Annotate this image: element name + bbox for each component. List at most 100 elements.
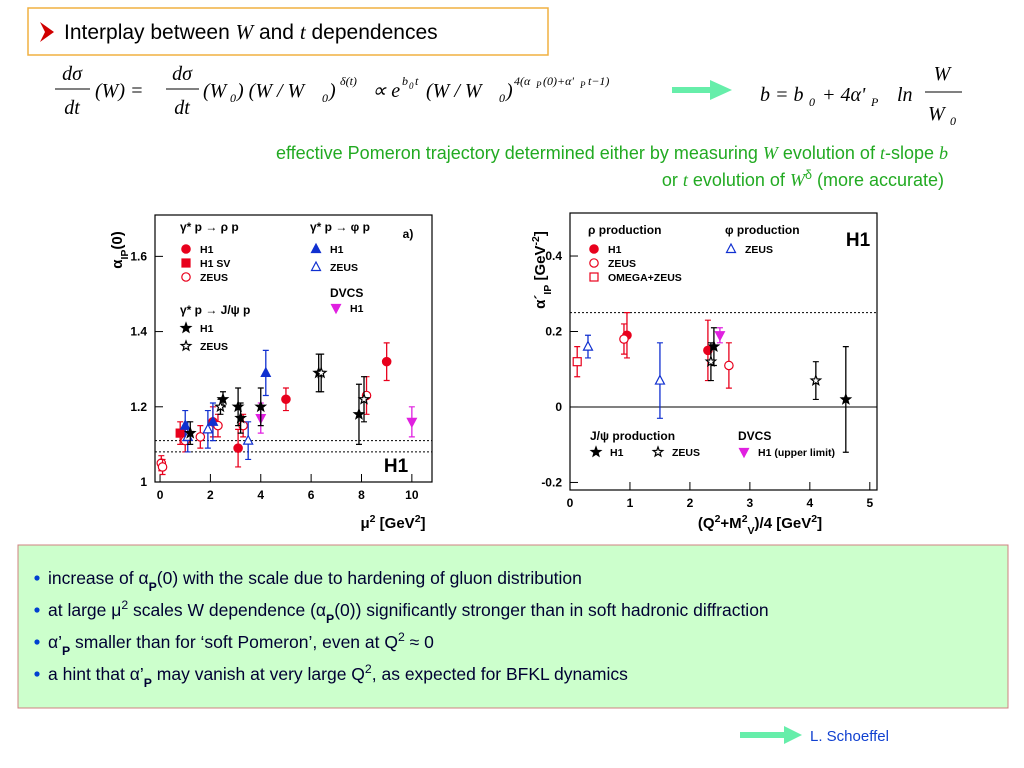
- error-cap: [707, 342, 714, 382]
- text-segment: W: [790, 170, 807, 190]
- error-cap: [318, 353, 325, 393]
- x-tick-label: 6: [308, 488, 315, 502]
- legend-label: ZEUS: [330, 262, 358, 274]
- formula-piece: t: [415, 74, 419, 88]
- legend-group-title: DVCS: [330, 286, 363, 300]
- big-label: H1: [846, 230, 871, 251]
- y-tick-label: 0: [555, 400, 562, 414]
- error-cap: [197, 424, 204, 449]
- text-segment: ]: [817, 515, 822, 532]
- text-segment: δ: [805, 168, 812, 182]
- error-cap: [656, 342, 663, 419]
- y-tick-label: 1.6: [130, 249, 147, 263]
- formula-piece: 0: [950, 114, 956, 128]
- legend-marker: [725, 242, 737, 254]
- text-segment: 2: [398, 630, 405, 644]
- text-segment: dependences: [306, 21, 438, 44]
- formula-right: b = b 0 + 4α' P ln W W 0: [760, 63, 962, 128]
- data-point: [175, 428, 185, 438]
- text-segment: ]: [532, 231, 549, 236]
- legend-marker: [589, 272, 599, 282]
- text-segment: 2: [365, 662, 372, 676]
- formula-piece: (W) =: [95, 80, 143, 102]
- text-segment: effective Pomeron trajectory determined …: [276, 143, 763, 163]
- x-tick-label: 10: [405, 488, 419, 502]
- text-segment: ≈ 0: [405, 632, 434, 652]
- formula-piece: ) (W / W: [236, 80, 307, 102]
- title: Interplay between W and t dependences: [64, 20, 438, 44]
- formula-piece: (W / W: [426, 80, 484, 102]
- legend-label: ZEUS: [672, 447, 700, 459]
- panel-label: a): [403, 227, 414, 241]
- error-cap: [408, 406, 415, 438]
- text-segment: evolution of: [688, 170, 790, 190]
- formula-piece: dσ: [172, 63, 193, 85]
- legend-marker: [330, 303, 342, 315]
- data-point: [352, 407, 366, 420]
- y-tick-label: 1.2: [130, 400, 147, 414]
- x-tick-label: 2: [687, 496, 694, 510]
- formula-piece: b: [402, 74, 408, 88]
- formula-piece: (0)+α': [543, 74, 574, 88]
- x-tick-label: 3: [747, 496, 754, 510]
- formula-piece: ): [328, 80, 336, 102]
- error-cap: [842, 345, 849, 453]
- text-segment: +M: [720, 515, 741, 532]
- error-cap: [282, 387, 289, 412]
- legend-marker: [310, 242, 322, 254]
- error-cap: [725, 342, 732, 389]
- arrow-head: [710, 80, 732, 100]
- legend-label: ZEUS: [608, 258, 636, 270]
- bullet-text: at large μ2 scales W dependence (αP(0)) …: [48, 598, 769, 626]
- data-point: [619, 334, 629, 344]
- arrow-shaft: [740, 732, 786, 738]
- data-point: [281, 394, 291, 405]
- legend-marker: [589, 258, 599, 268]
- legend-marker: [651, 445, 665, 458]
- data-point: [214, 400, 227, 413]
- text-segment: 2: [742, 513, 748, 525]
- x-tick-label: 0: [567, 496, 574, 510]
- text-segment: b: [939, 143, 948, 163]
- formula-piece: dσ: [62, 63, 83, 85]
- plot-frame: [569, 212, 878, 491]
- text-segment: 2: [121, 598, 128, 612]
- text-segment: and: [253, 21, 300, 44]
- legend-group-title: γ* p → ρ p: [180, 220, 239, 234]
- legend-label: H1: [200, 323, 214, 335]
- text-segment: W: [763, 143, 780, 163]
- arrow-shaft: [672, 87, 712, 93]
- legend-group-title: γ* p → φ p: [310, 220, 370, 234]
- text-segment: [GeV: [376, 515, 415, 532]
- text-segment: W: [236, 20, 256, 44]
- y-tick-label: 1.4: [130, 325, 147, 339]
- x-axis-label: μ2 [GeV2]: [360, 513, 425, 532]
- title-box: [27, 7, 549, 56]
- formula-piece: W: [934, 63, 953, 85]
- title-bullet: [40, 22, 54, 42]
- formula-piece: ∝ e: [372, 80, 400, 102]
- text-segment: evolution of: [778, 143, 880, 163]
- error-cap: [159, 458, 166, 476]
- legend-group-title: γ* p → J/ψ p: [180, 303, 250, 317]
- text-segment: P: [149, 580, 157, 594]
- error-cap: [262, 349, 269, 397]
- text-segment: t: [683, 170, 689, 190]
- formula-piece: 0: [230, 91, 236, 105]
- error-cap: [574, 345, 581, 378]
- text-segment: P: [326, 612, 334, 626]
- text-segment: increase of α: [48, 568, 149, 588]
- x-axis-label: (Q2+M2V)/4 [GeV2]: [698, 513, 822, 537]
- legend-label: ZEUS: [200, 272, 228, 284]
- text-segment: may vanish at very large Q: [152, 664, 365, 684]
- legend-marker: [181, 244, 191, 254]
- x-tick-label: 4: [807, 496, 814, 510]
- legend-label: H1: [608, 244, 622, 256]
- legend-marker: [179, 339, 193, 352]
- data-point: [704, 354, 718, 368]
- error-cap: [620, 323, 627, 355]
- formula-piece: ln: [897, 84, 913, 106]
- error-cap: [361, 376, 368, 423]
